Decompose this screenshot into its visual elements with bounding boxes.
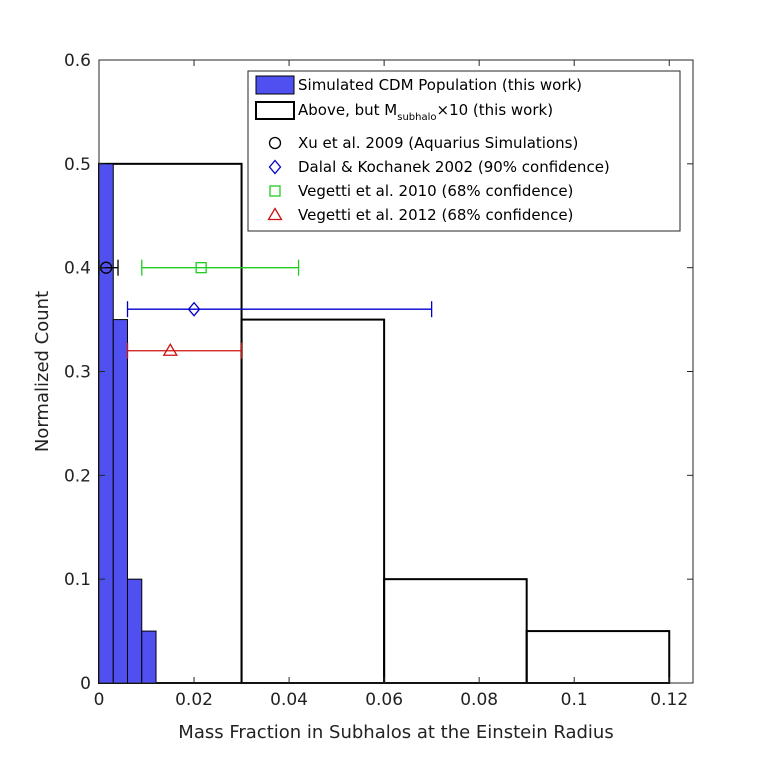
x-tick-label: 0.06 bbox=[365, 690, 403, 710]
legend-entry-1-swatch bbox=[255, 101, 295, 120]
x-tick-label: 0 bbox=[94, 690, 105, 710]
y-tick-label: 0.5 bbox=[64, 155, 91, 175]
errorbar-marker-vegetti-et-al-2010-68-confidence bbox=[195, 262, 207, 274]
axes: 0 0.02 0.04 0.06 0.08 0.1 0.12 0 0.1 0.2 0.3 0.4 0.5… bbox=[32, 51, 694, 743]
x-tick-label: 0.02 bbox=[175, 690, 213, 710]
cdm-bar-2 bbox=[127, 578, 143, 684]
errorbar-marker-dalal-kochanek-2002-90-confidence bbox=[187, 301, 201, 317]
y-tick-label: 0.3 bbox=[64, 363, 91, 383]
legend: Simulated CDM Population (this work) Abov… bbox=[247, 70, 681, 232]
x-tick-label: 0.08 bbox=[460, 690, 498, 710]
x-tick-label: 0.12 bbox=[650, 690, 688, 710]
legend-entry-2-label: Xu et al. 2009 (Aquarius Simulations) bbox=[298, 134, 578, 152]
legend-entry-5-marker bbox=[267, 207, 283, 221]
legend-entry-3-label: Dalal & Kochanek 2002 (90% confidence) bbox=[298, 158, 610, 176]
y-tick-label: 0.1 bbox=[64, 570, 91, 590]
legend-entry-0-swatch bbox=[255, 75, 295, 95]
errorbar-marker-vegetti-et-al-2012-68-confidence bbox=[162, 342, 178, 356]
cdm-bar-0 bbox=[98, 163, 114, 684]
legend-entry-4-label: Vegetti et al. 2010 (68% confidence) bbox=[298, 182, 573, 200]
legend-entry-0-label: Simulated CDM Population (this work) bbox=[298, 76, 582, 94]
x-axis-label: Mass Fraction in Subhalos at the Einstei… bbox=[178, 722, 613, 743]
y-tick-label: 0.2 bbox=[64, 466, 91, 486]
legend-entry-1-label: Above, but Msubhalo×10 (this work) bbox=[298, 101, 553, 123]
x-tick-label: 0.1 bbox=[561, 690, 588, 710]
legend-entry-2-marker bbox=[268, 136, 282, 150]
error-points bbox=[98, 259, 433, 359]
y-tick-label: 0 bbox=[80, 674, 91, 694]
y-axis-label: Normalized Count bbox=[32, 291, 53, 452]
cdm-bar-3 bbox=[141, 630, 157, 684]
legend-entry-3-marker bbox=[268, 159, 282, 175]
legend-entry-5-label: Vegetti et al. 2012 (68% confidence) bbox=[298, 206, 573, 224]
cdm-bar-1 bbox=[112, 319, 129, 684]
legend-entry-4-marker bbox=[269, 185, 281, 197]
y-tick-label: 0.6 bbox=[64, 51, 91, 71]
x-tick-label: 0.04 bbox=[270, 690, 308, 710]
legend-box bbox=[247, 70, 681, 232]
y-tick-label: 0.4 bbox=[64, 259, 91, 279]
